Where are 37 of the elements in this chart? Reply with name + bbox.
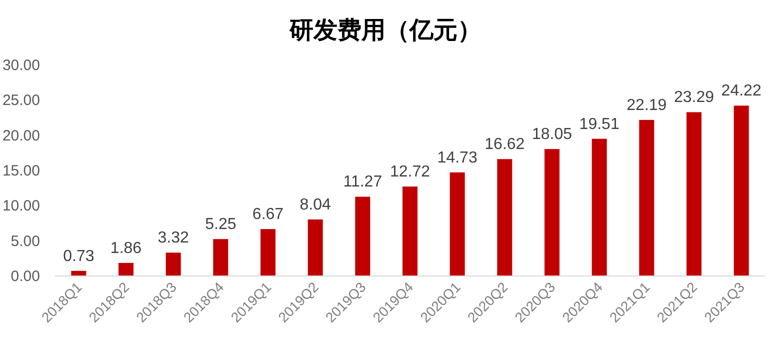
data-label: 0.73 (63, 248, 94, 265)
bar (639, 120, 654, 276)
data-label: 18.05 (532, 126, 572, 144)
data-label: 8.04 (300, 196, 332, 214)
bar (402, 186, 418, 276)
data-label: 24.22 (721, 82, 762, 100)
title: 研发费用（亿元） (290, 17, 482, 44)
bar (260, 229, 276, 276)
y-tick-label: 20.00 (2, 127, 40, 144)
y-tick-label: 10.00 (2, 198, 40, 215)
bar (734, 106, 749, 276)
y-tick-label: 5.00 (10, 232, 40, 250)
data-label: 16.62 (484, 136, 525, 154)
bar (308, 219, 323, 276)
data-label: 1.86 (110, 240, 142, 257)
bar (450, 172, 465, 276)
bar (686, 112, 702, 276)
data-label: 19.51 (579, 116, 620, 133)
data-label: 23.29 (674, 89, 714, 106)
bar (544, 149, 560, 276)
bar (355, 196, 370, 276)
y-tick-label: 30.00 (2, 57, 40, 74)
data-label: 22.19 (626, 96, 667, 114)
bar (166, 252, 181, 276)
data-label: 14.73 (437, 149, 478, 166)
bar (118, 262, 134, 276)
data-label: 6.67 (252, 206, 284, 224)
data-label: 5.25 (205, 216, 236, 234)
bar (213, 239, 228, 276)
bar (592, 138, 607, 276)
data-label: 11.27 (343, 174, 382, 191)
data-label: 12.72 (390, 164, 430, 181)
y-tick-label: 25.00 (2, 92, 40, 110)
bar (497, 159, 512, 276)
y-tick-label: 0.00 (10, 268, 40, 285)
data-label: 3.32 (158, 230, 190, 247)
y-tick-label: 15.00 (2, 162, 40, 180)
